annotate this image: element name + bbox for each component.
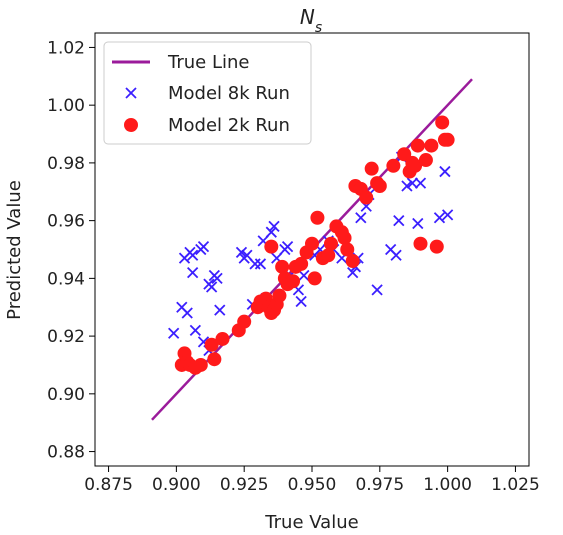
- x-tick-label: 0.925: [220, 475, 269, 495]
- point-8k: [406, 177, 418, 189]
- point-2k: [305, 236, 319, 251]
- data-series: [168, 115, 455, 375]
- point-2k: [345, 254, 360, 269]
- point-2k: [418, 153, 433, 168]
- y-tick-label: 0.98: [47, 154, 85, 174]
- point-2k: [364, 161, 379, 176]
- point-8k: [268, 220, 280, 233]
- point-2k: [408, 158, 423, 173]
- x-tick-label: 0.950: [288, 475, 337, 495]
- point-2k: [440, 132, 455, 147]
- point-8k: [412, 217, 424, 230]
- point-2k: [307, 271, 322, 286]
- point-8k: [187, 266, 199, 279]
- point-2k: [386, 158, 401, 173]
- point-8k: [265, 226, 277, 238]
- x-tick-label: 0.900: [152, 475, 201, 495]
- point-2k: [193, 357, 208, 372]
- y-tick-label: 1.02: [47, 38, 85, 58]
- legend-8k-label: Model 8k Run: [168, 83, 290, 104]
- point-2k: [321, 248, 336, 263]
- x-tick-label: 0.975: [355, 475, 404, 495]
- point-8k: [355, 212, 367, 224]
- point-2k: [372, 178, 387, 193]
- point-2k: [237, 314, 252, 329]
- point-8k: [441, 209, 454, 221]
- chart-title-sub: s: [315, 20, 322, 36]
- point-2k: [340, 242, 355, 257]
- y-axis-label: Predicted Value: [4, 180, 25, 320]
- point-8k: [206, 281, 218, 293]
- point-8k: [393, 214, 405, 227]
- point-2k: [275, 259, 290, 274]
- point-8k: [281, 240, 294, 253]
- point-2k: [424, 138, 439, 153]
- point-2k: [264, 239, 279, 254]
- point-2k: [310, 210, 325, 225]
- point-2k: [215, 331, 230, 346]
- point-8k: [295, 295, 307, 308]
- y-tick-label: 0.90: [47, 385, 85, 405]
- point-8k: [414, 177, 427, 189]
- point-2k: [337, 230, 352, 245]
- point-8k: [168, 327, 180, 339]
- y-tick-label: 1.00: [47, 96, 85, 116]
- legend-8k-marker: [125, 87, 137, 99]
- point-2k: [410, 138, 425, 153]
- y-tick-label: 0.94: [47, 269, 85, 289]
- y-tick-label: 0.88: [47, 443, 85, 463]
- legend: True Line Model 8k Run Model 2k Run: [103, 41, 312, 145]
- point-8k: [235, 246, 248, 259]
- legend-true-line-label: True Line: [167, 52, 249, 73]
- y-tick-label: 0.92: [47, 327, 85, 347]
- point-2k: [207, 352, 222, 367]
- point-8k: [189, 324, 201, 336]
- x-tick-label: 1.025: [491, 475, 540, 495]
- point-8k: [214, 304, 226, 316]
- point-8k: [197, 240, 210, 253]
- legend-2k-marker: [124, 118, 138, 132]
- chart-title-main: N: [300, 5, 315, 29]
- point-8k: [187, 249, 199, 261]
- point-2k: [359, 190, 374, 205]
- point-2k: [435, 115, 450, 130]
- y-axis: 0.88 0.90 0.92 0.94 0.96 0.98 1.00 1.02: [47, 38, 95, 463]
- point-2k: [286, 274, 301, 289]
- point-8k: [371, 284, 383, 296]
- point-8k: [390, 249, 402, 261]
- point-8k: [433, 212, 446, 224]
- point-8k: [298, 269, 310, 282]
- point-8k: [254, 258, 267, 270]
- point-2k: [204, 337, 219, 352]
- chart-title: Ns: [300, 5, 322, 36]
- legend-2k-label: Model 2k Run: [168, 115, 290, 136]
- point-2k: [272, 288, 287, 303]
- point-8k: [347, 266, 359, 279]
- point-2k: [294, 256, 309, 271]
- x-tick-label: 1.000: [423, 475, 472, 495]
- x-tick-label: 0.875: [84, 475, 133, 495]
- point-8k: [439, 165, 451, 178]
- point-8k: [211, 272, 223, 285]
- point-8k: [241, 249, 253, 261]
- x-axis: 0.875 0.900 0.925 0.950 0.975 1.000 1.025: [84, 466, 540, 495]
- point-2k: [413, 236, 428, 251]
- legend-box: [103, 41, 312, 145]
- x-axis-label: True Value: [264, 512, 358, 533]
- y-tick-label: 0.96: [47, 212, 85, 232]
- point-8k: [181, 307, 193, 319]
- point-2k: [323, 236, 338, 251]
- point-2k: [429, 239, 444, 254]
- point-8k: [401, 180, 413, 192]
